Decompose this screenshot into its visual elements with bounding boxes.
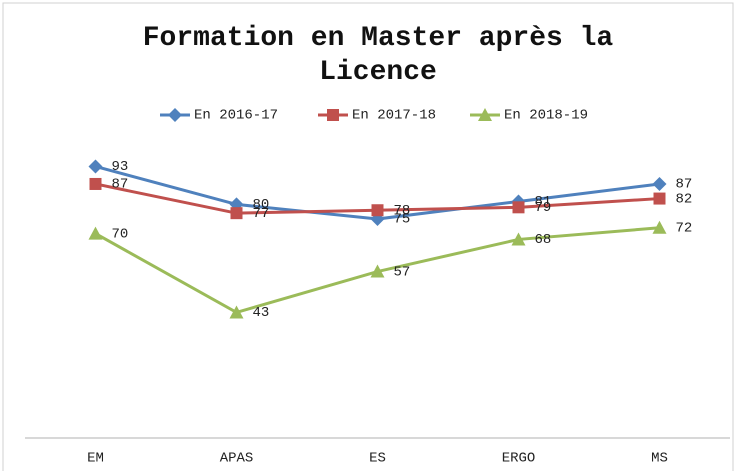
legend-label: En 2016-17 (194, 108, 278, 124)
legend-label: En 2017-18 (352, 108, 436, 124)
data-point (370, 264, 385, 278)
data-label: 87 (676, 177, 693, 193)
data-label: 80 (253, 197, 270, 213)
legend-marker (168, 108, 182, 122)
legend-marker (327, 109, 339, 121)
data-label: 57 (394, 264, 411, 280)
data-label: 87 (112, 177, 129, 193)
data-point (229, 305, 244, 319)
data-label: 68 (535, 232, 552, 248)
data-point (653, 192, 666, 205)
data-point (652, 220, 667, 234)
x-tick-label: ERGO (502, 451, 536, 467)
data-point (371, 204, 384, 217)
chart-title: Formation en Master après la Licence (142, 23, 614, 88)
legend-marker (478, 108, 492, 121)
data-label: 82 (676, 191, 693, 207)
x-tick-label: APAS (220, 451, 254, 467)
data-label: 43 (253, 305, 270, 321)
data-label: 70 (112, 226, 129, 242)
data-label: 79 (535, 200, 552, 216)
data-point (652, 176, 667, 191)
data-point (512, 201, 525, 214)
x-tick-label: ES (369, 451, 386, 467)
legend-label: En 2018-19 (504, 108, 588, 124)
data-point (511, 232, 526, 246)
data-label: 72 (676, 220, 693, 236)
data-label: 78 (394, 203, 411, 219)
data-label: 77 (253, 206, 270, 222)
data-point (89, 177, 102, 190)
data-point (88, 159, 103, 174)
x-tick-label: MS (651, 451, 668, 467)
data-point (88, 226, 103, 240)
data-label: 93 (112, 159, 129, 175)
x-tick-label: EM (87, 451, 104, 467)
data-point (230, 207, 243, 220)
data-label: 75 (394, 212, 411, 228)
